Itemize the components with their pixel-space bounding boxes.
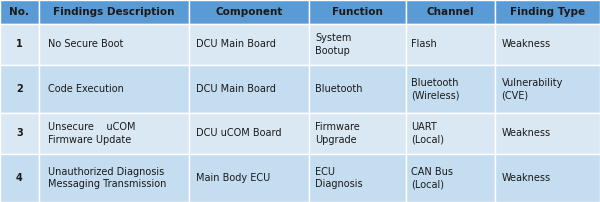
Text: No.: No. xyxy=(10,7,29,17)
Bar xyxy=(38,113,189,154)
Bar xyxy=(406,65,495,113)
Text: Channel: Channel xyxy=(427,7,475,17)
Bar xyxy=(406,154,495,202)
Bar xyxy=(495,113,600,154)
Text: Weakness: Weakness xyxy=(502,173,551,183)
Text: Component: Component xyxy=(215,7,283,17)
Bar xyxy=(406,113,495,154)
Bar xyxy=(189,65,309,113)
Bar xyxy=(189,154,309,202)
Bar xyxy=(406,24,495,65)
Text: 2: 2 xyxy=(16,84,23,94)
Text: 3: 3 xyxy=(16,128,23,138)
Bar xyxy=(406,0,495,24)
Bar xyxy=(189,24,309,65)
Text: Unsecure    uCOM
Firmware Update: Unsecure uCOM Firmware Update xyxy=(47,122,135,145)
Text: 1: 1 xyxy=(16,39,23,49)
Text: Weakness: Weakness xyxy=(502,128,551,138)
Text: Findings Description: Findings Description xyxy=(53,7,175,17)
Bar xyxy=(495,0,600,24)
Text: ECU
Diagnosis: ECU Diagnosis xyxy=(315,167,362,189)
Bar xyxy=(309,65,406,113)
Text: Flash: Flash xyxy=(411,39,437,49)
Text: Bluetooth
(Wireless): Bluetooth (Wireless) xyxy=(411,78,460,100)
Text: Firmware
Upgrade: Firmware Upgrade xyxy=(315,122,359,145)
Text: Main Body ECU: Main Body ECU xyxy=(196,173,271,183)
Text: Code Execution: Code Execution xyxy=(47,84,124,94)
Text: System
Bootup: System Bootup xyxy=(315,33,352,56)
Text: Function: Function xyxy=(332,7,383,17)
Text: DCU uCOM Board: DCU uCOM Board xyxy=(196,128,282,138)
Text: No Secure Boot: No Secure Boot xyxy=(47,39,123,49)
Bar xyxy=(0,113,38,154)
Text: Unauthorized Diagnosis
Messaging Transmission: Unauthorized Diagnosis Messaging Transmi… xyxy=(47,167,166,189)
Bar xyxy=(309,24,406,65)
Bar xyxy=(309,0,406,24)
Bar xyxy=(189,113,309,154)
Bar xyxy=(0,154,38,202)
Text: DCU Main Board: DCU Main Board xyxy=(196,39,276,49)
Bar xyxy=(38,154,189,202)
Bar xyxy=(38,24,189,65)
Text: CAN Bus
(Local): CAN Bus (Local) xyxy=(411,167,453,189)
Bar xyxy=(309,113,406,154)
Text: Finding Type: Finding Type xyxy=(510,7,585,17)
Text: UART
(Local): UART (Local) xyxy=(411,122,444,145)
Text: Weakness: Weakness xyxy=(502,39,551,49)
Bar xyxy=(495,24,600,65)
Text: 4: 4 xyxy=(16,173,23,183)
Bar xyxy=(309,154,406,202)
Bar xyxy=(189,0,309,24)
Bar xyxy=(38,0,189,24)
Text: DCU Main Board: DCU Main Board xyxy=(196,84,276,94)
Bar xyxy=(495,65,600,113)
Bar xyxy=(0,65,38,113)
Bar xyxy=(0,24,38,65)
Text: Bluetooth: Bluetooth xyxy=(315,84,362,94)
Text: Vulnerability
(CVE): Vulnerability (CVE) xyxy=(502,78,563,100)
Bar xyxy=(495,154,600,202)
Bar xyxy=(38,65,189,113)
Bar xyxy=(0,0,38,24)
